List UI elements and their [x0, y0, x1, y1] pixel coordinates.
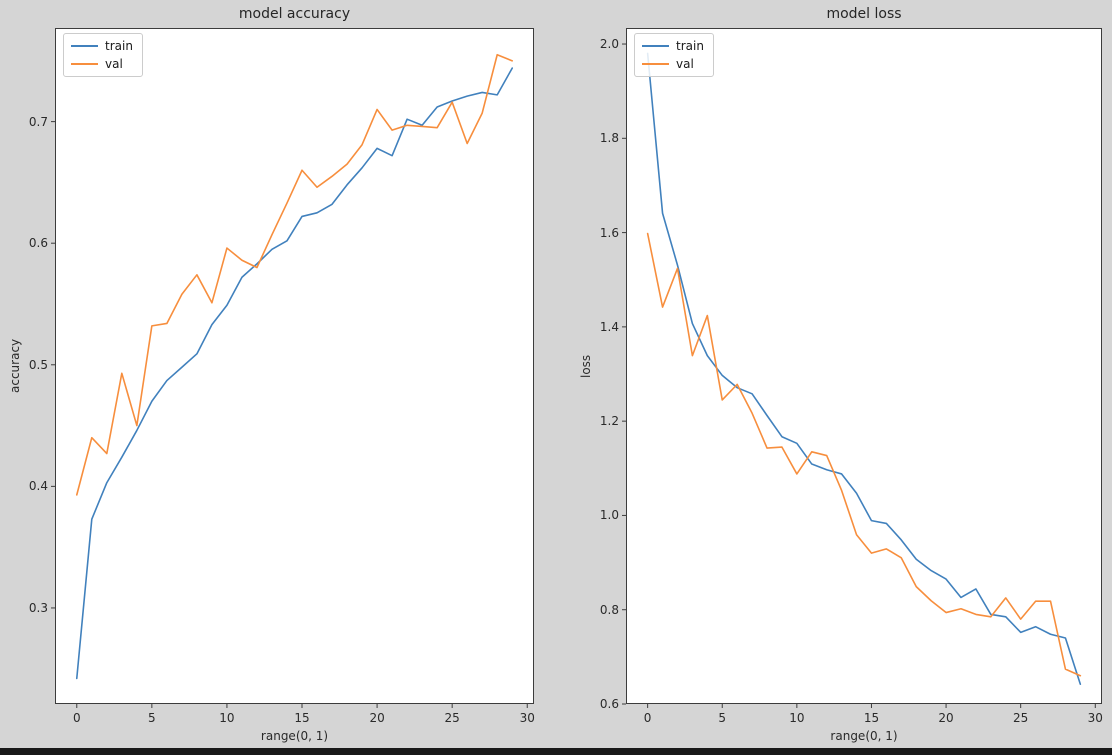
y-tick-label: 0.8: [599, 602, 619, 617]
legend-label-train: train: [676, 39, 704, 53]
y-tick-label: 1.6: [599, 225, 619, 240]
y-tick-label: 0.4: [28, 479, 48, 494]
x-tick-label: 5: [148, 711, 156, 725]
legend: train val: [63, 33, 143, 77]
legend-item-val: val: [71, 57, 133, 71]
y-tick-label: 0.3: [28, 600, 48, 615]
x-axis-label: range(0, 1): [830, 729, 898, 743]
val-line-swatch: [71, 63, 98, 65]
train-line-swatch: [71, 45, 98, 47]
legend-item-train: train: [71, 39, 133, 53]
x-axis-label: range(0, 1): [260, 729, 329, 743]
val-line-swatch: [642, 63, 669, 65]
y-tick-label: 1.2: [599, 414, 619, 429]
x-tick-label: 30: [519, 711, 535, 725]
legend-label-val: val: [676, 57, 694, 71]
y-tick-label: 1.0: [599, 508, 619, 523]
page-title: model loss: [826, 6, 902, 22]
accuracy-plot-svg: [51, 28, 534, 708]
train-line-swatch: [642, 45, 669, 47]
legend-label-val: val: [105, 57, 123, 71]
axes-spines: [626, 28, 1102, 704]
y-tick-label: 0.6: [599, 697, 619, 711]
x-tick-label: 10: [789, 711, 805, 725]
x-tick-label: 15: [294, 711, 310, 725]
x-tick-label: 25: [1013, 711, 1029, 725]
y-tick-label: 0.7: [28, 114, 48, 129]
train-line: [75, 67, 514, 680]
window-bottom-edge: [0, 748, 1112, 755]
page-title: model accuracy: [238, 6, 351, 22]
axes-spines: [55, 28, 534, 704]
y-tick-label: 2.0: [599, 37, 619, 52]
x-tick-label: 20: [369, 711, 385, 725]
x-tick-label: 15: [863, 711, 880, 725]
x-tick-label: 5: [718, 711, 727, 725]
legend: train val: [634, 33, 714, 77]
y-axis-label: loss: [579, 354, 593, 378]
y-tick-label: 1.8: [599, 131, 619, 146]
x-tick-label: 10: [219, 711, 235, 725]
y-tick-label: 0.6: [28, 236, 48, 251]
x-tick-label: 25: [444, 711, 460, 725]
x-tick-label: 20: [938, 711, 954, 725]
val-line: [75, 53, 514, 496]
x-tick-label: 30: [1087, 711, 1103, 725]
accuracy-plot-area: train val 0 5 10 15 20 25 30 0.3 0.4 0.5 0.6 0.7: [29, 28, 535, 724]
x-tick-label: 0: [643, 711, 652, 725]
train-line: [646, 52, 1082, 686]
loss-plot-svg: [622, 28, 1102, 708]
legend-item-val: val: [642, 57, 704, 71]
val-line: [646, 232, 1082, 677]
y-axis-label: accuracy: [8, 338, 22, 394]
y-tick-label: 0.5: [28, 357, 48, 372]
x-tick-label: 0: [72, 711, 81, 725]
y-tick-label: 1.4: [599, 319, 619, 334]
loss-plot-area: train val 0 5 10 15 20 25 30 0.6 0.8 1.0 1.2 1.4 1.6…: [600, 28, 1103, 724]
legend-item-train: train: [642, 39, 704, 53]
legend-label-train: train: [105, 39, 133, 53]
